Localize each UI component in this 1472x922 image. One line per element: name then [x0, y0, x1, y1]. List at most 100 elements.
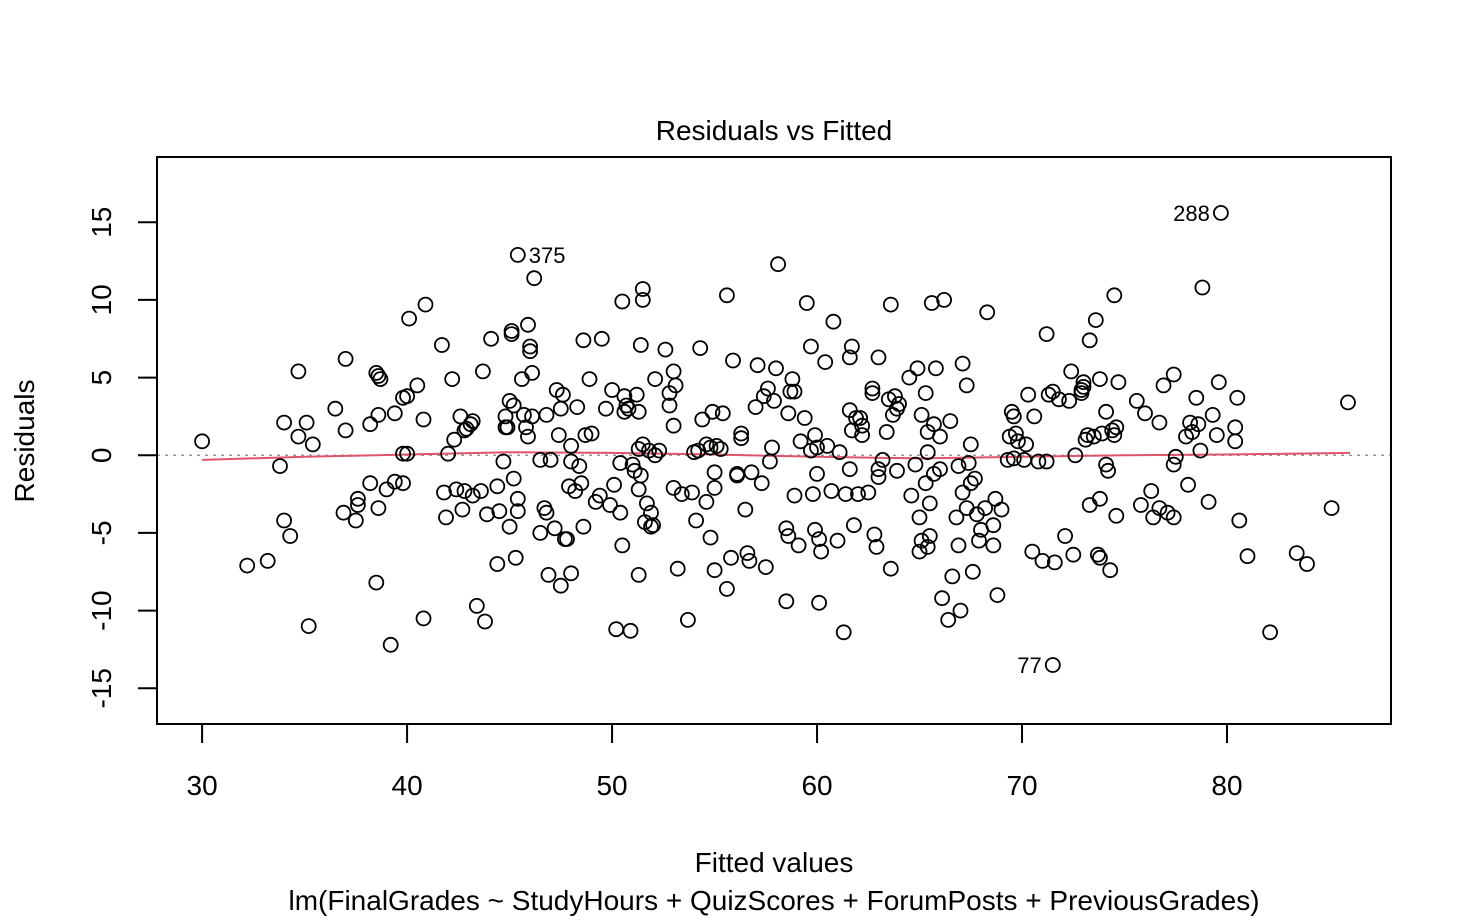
- data-point: [1005, 450, 1022, 467]
- data-point: [874, 451, 891, 468]
- data-point: [300, 618, 317, 634]
- data-point: [807, 521, 823, 538]
- data-point: [349, 497, 366, 513]
- data-point: [913, 406, 930, 423]
- data-point: [680, 612, 696, 628]
- data-point: [864, 385, 881, 402]
- data-point: [1094, 425, 1110, 442]
- data-point: [719, 581, 735, 597]
- data-point: [954, 355, 971, 372]
- data-point: [714, 405, 731, 422]
- x-axis: 30 40 50 60 70 80: [187, 723, 1243, 801]
- data-point: [747, 399, 764, 416]
- data-point: [811, 531, 827, 547]
- data-point: [698, 493, 715, 510]
- data-point: [524, 408, 540, 425]
- data-point: [811, 594, 827, 611]
- data-point: [1081, 497, 1098, 513]
- data-point: [719, 287, 735, 304]
- data-point: [786, 487, 803, 504]
- point-labels: 375 288 77: [529, 201, 1210, 678]
- data-point: [1038, 453, 1055, 470]
- data-point: [1200, 493, 1217, 510]
- data-point: [501, 518, 518, 535]
- data-point: [550, 427, 567, 444]
- data-point: [1061, 392, 1078, 409]
- data-point: [1229, 389, 1246, 406]
- data-point: [870, 349, 887, 366]
- data-point: [760, 380, 776, 397]
- data-point: [468, 598, 485, 614]
- data-point: [870, 469, 887, 485]
- data-point: [944, 568, 961, 585]
- model-subtitle: lm(FinalGrades ~ StudyHours + QuizScores…: [288, 885, 1259, 916]
- data-point: [934, 590, 950, 607]
- data-point: [477, 613, 493, 630]
- data-point: [825, 313, 842, 330]
- point-label: 288: [1173, 201, 1210, 226]
- data-point: [382, 636, 399, 653]
- data-point: [1227, 433, 1244, 450]
- data-point: [555, 386, 571, 403]
- data-point: [524, 364, 540, 381]
- data-point: [395, 475, 411, 492]
- data-point: [778, 593, 795, 610]
- data-point: [194, 433, 211, 450]
- data-point: [887, 388, 903, 405]
- data-point: [433, 337, 450, 353]
- data-point: [962, 475, 979, 492]
- data-point: [464, 487, 481, 504]
- y-tick-label: -15: [86, 668, 117, 708]
- data-point: [673, 486, 690, 503]
- data-point: [960, 455, 977, 471]
- data-point: [669, 560, 686, 577]
- data-point: [1151, 414, 1168, 431]
- data-point: [632, 337, 649, 353]
- x-axis-label: Fitted values: [695, 847, 854, 878]
- data-point: [1204, 406, 1221, 423]
- data-point: [1108, 507, 1125, 524]
- data-point: [378, 481, 395, 498]
- data-point: [909, 360, 926, 377]
- data-point: [509, 246, 526, 263]
- data-point: [977, 500, 993, 517]
- data-point: [1016, 451, 1032, 468]
- data-point: [399, 388, 416, 405]
- data-point: [958, 500, 975, 517]
- data-point: [926, 416, 942, 433]
- data-point: [1323, 500, 1340, 517]
- data-point: [1182, 414, 1198, 431]
- data-point: [903, 487, 920, 504]
- data-point: [602, 497, 618, 513]
- data-point: [766, 392, 782, 409]
- data-point: [979, 304, 996, 321]
- data-point: [290, 363, 307, 380]
- data-point: [538, 406, 555, 423]
- data-point: [684, 484, 700, 501]
- data-point: [1010, 433, 1026, 450]
- data-point: [1102, 562, 1119, 579]
- data-point: [1046, 554, 1063, 571]
- data-point: [809, 465, 825, 482]
- data-point: [538, 504, 555, 521]
- data-point: [807, 427, 823, 444]
- data-point: [462, 416, 479, 433]
- data-point: [733, 425, 750, 442]
- data-point: [817, 354, 834, 371]
- data-point: [928, 360, 944, 377]
- data-point: [1034, 553, 1051, 569]
- data-point: [370, 368, 387, 384]
- data-point: [971, 532, 987, 549]
- data-point: [327, 400, 344, 417]
- data-point: [1030, 453, 1047, 470]
- data-point: [604, 382, 620, 398]
- data-point: [540, 567, 557, 583]
- data-point: [854, 417, 870, 434]
- data-point: [1075, 378, 1092, 395]
- data-point: [1024, 543, 1041, 560]
- data-point: [1299, 556, 1315, 572]
- data-point: [612, 455, 629, 471]
- data-point: [362, 475, 379, 492]
- data-point: [665, 417, 682, 434]
- y-tick-label: 5: [86, 370, 117, 386]
